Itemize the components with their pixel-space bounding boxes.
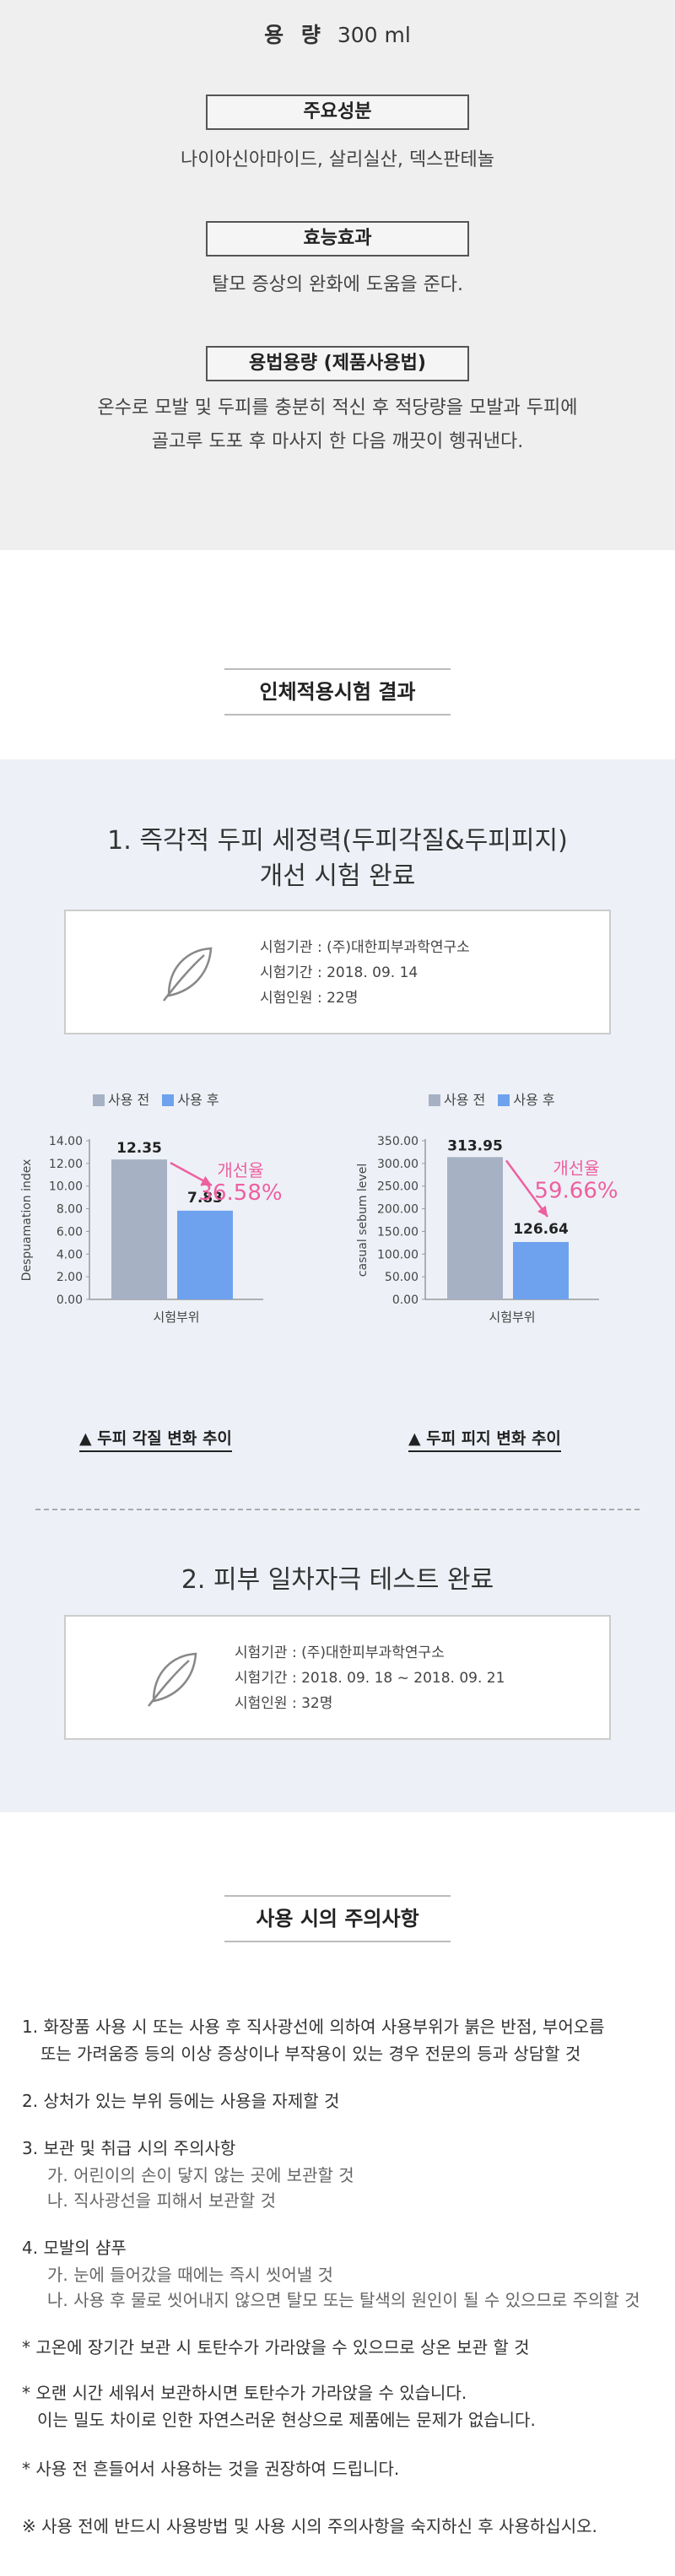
chart-sebum: casual sebum level 0.00 50.00 100.00 150.00 2…	[356, 1135, 618, 1325]
test-results-section: 1. 즉각적 두피 세정력(두피각질&두피피지) 개선 시험 완료 시험기관 :…	[0, 759, 675, 1812]
y-tick-label: 10.00	[49, 1180, 83, 1194]
caution-note-3: * 사용 전 흔들어서 사용하는 것을 권장하여 드립니다.	[22, 2459, 400, 2479]
chart2-caption: ▲ 두피 피지 변화 추이	[408, 1426, 561, 1452]
test2-info-box: 시험기관 : (주)대한피부과학연구소 시험기간 : 2018. 09. 18 …	[64, 1615, 611, 1740]
test1-details: 시험기관 : (주)대한피부과학연구소 시험기간 : 2018. 09. 14 …	[260, 935, 470, 1011]
leaf-icon	[148, 1652, 197, 1707]
ingredients-text: 나이아신아마이드, 살리실산, 덱스판테놀	[180, 149, 495, 170]
data-label-after: 7.83	[187, 1190, 223, 1207]
ingredients-label: 주요성분	[206, 95, 469, 130]
y-tick-label: 8.00	[57, 1203, 83, 1217]
y-tick-label: 0.00	[392, 1293, 418, 1307]
test2-people: 시험인원 : 32명	[235, 1695, 333, 1712]
y-tick-label: 0.00	[57, 1293, 83, 1307]
caution-item-4b: 나. 사용 후 물로 씻어내지 않으면 탈모 또는 탈색의 원인이 될 수 있으…	[47, 2290, 640, 2310]
product-info-section: 용 량 300 ml 주요성분 나이아신아마이드, 살리실산, 덱스판테놀 효능효…	[0, 0, 675, 550]
data-label-before: 12.35	[116, 1140, 162, 1157]
chart2-legend: 사용 전 사용 후	[429, 1088, 555, 1109]
legend-after-label: 사용 후	[177, 1092, 219, 1108]
y-tick-label: 14.00	[49, 1135, 83, 1148]
caution-item-2: 2. 상처가 있는 부위 등에는 사용을 자제할 것	[22, 2091, 340, 2111]
improvement-arrowhead	[200, 1175, 212, 1185]
test1-period: 시험기간 : 2018. 09. 14	[260, 964, 418, 981]
y-tick-label: 200.00	[377, 1203, 418, 1217]
bar-before	[111, 1159, 167, 1299]
improvement-arrow	[505, 1159, 549, 1218]
legend-after-swatch	[162, 1094, 175, 1106]
caution-note-2-line1: * 오랜 시간 세워서 보관하시면 토탄수가 가라앉을 수 있습니다.	[22, 2383, 467, 2403]
y-tick-label: 100.00	[377, 1248, 418, 1261]
test1-org: 시험기관 : (주)대한피부과학연구소	[260, 939, 470, 956]
test1-info-box: 시험기관 : (주)대한피부과학연구소 시험기간 : 2018. 09. 14 …	[64, 910, 611, 1034]
caution-item-3b: 나. 직사광선을 피해서 보관할 것	[47, 2190, 276, 2211]
caution-item-1-line2: 또는 가려움증 등의 이상 증상이나 부작용이 있는 경우 전문의 등과 상담할…	[40, 2044, 581, 2064]
y-tick-label: 250.00	[377, 1180, 418, 1194]
test1-people: 시험인원 : 22명	[260, 990, 359, 1007]
y-tick-label: 6.00	[57, 1225, 83, 1239]
efficacy-label: 효능효과	[206, 221, 469, 257]
improvement-value: 59.66%	[534, 1178, 618, 1203]
improvement-value: 36.58%	[198, 1180, 282, 1206]
y-axis-title: Despuamation index	[20, 1159, 34, 1282]
caution-final: ※ 사용 전에 반드시 사용방법 및 사용 시의 주의사항을 숙지하신 후 사용…	[22, 2516, 597, 2536]
usage-text-line2: 골고루 도포 후 마사지 한 다음 깨끗이 헹궈낸다.	[151, 431, 524, 452]
y-tick-label: 2.00	[57, 1271, 83, 1284]
y-tick-label: 300.00	[377, 1158, 418, 1171]
y-tick-label: 150.00	[377, 1225, 418, 1239]
dashed-divider	[35, 1509, 640, 1510]
legend-after-label: 사용 후	[513, 1092, 555, 1108]
legend-before-swatch	[93, 1094, 105, 1106]
improvement-arrowhead	[537, 1205, 548, 1217]
leaf-icon	[163, 947, 213, 1002]
chart1-legend: 사용 전 사용 후	[93, 1088, 219, 1109]
tests-heading: 인체적용시험 결과	[224, 668, 451, 716]
test2-org: 시험기관 : (주)대한피부과학연구소	[235, 1644, 445, 1661]
volume-value: 300 ml	[337, 23, 411, 47]
test1-title-line1: 1. 즉각적 두피 세정력(두피각질&두피피지)	[107, 826, 568, 856]
legend-after-swatch	[498, 1094, 510, 1106]
bar-after	[177, 1210, 233, 1299]
x-category-label: 시험부위	[153, 1310, 199, 1325]
efficacy-text: 탈모 증상의 완화에 도움을 준다.	[211, 274, 464, 295]
chart1-caption: ▲ 두피 각질 변화 추이	[79, 1426, 232, 1452]
y-tick-label: 350.00	[377, 1135, 418, 1148]
caution-item-3: 3. 보관 및 취급 시의 주의사항	[22, 2138, 236, 2158]
caution-item-1-line1: 1. 화장품 사용 시 또는 사용 후 직사광선에 의하여 사용부위가 붉은 반…	[22, 2017, 605, 2037]
usage-label: 용법용량 (제품사용법)	[206, 346, 469, 381]
test2-details: 시험기관 : (주)대한피부과학연구소 시험기간 : 2018. 09. 18 …	[235, 1640, 505, 1716]
caution-item-4: 4. 모발의 샴푸	[22, 2238, 127, 2258]
legend-before-label: 사용 전	[444, 1092, 486, 1108]
test2-period: 시험기간 : 2018. 09. 18 ~ 2018. 09. 21	[235, 1670, 505, 1687]
data-label-before: 313.95	[447, 1137, 503, 1154]
legend-before-label: 사용 전	[108, 1092, 150, 1108]
caution-item-4a: 가. 눈에 들어갔을 때에는 즉시 씻어낼 것	[47, 2265, 333, 2285]
improvement-label: 개선율	[553, 1158, 599, 1178]
y-axis-title: casual sebum level	[356, 1164, 370, 1277]
bar-before	[447, 1157, 503, 1299]
caution-note-2-line2: 이는 밀도 차이로 인한 자연스러운 현상으로 제품에는 문제가 없습니다.	[37, 2410, 536, 2430]
improvement-label: 개선율	[217, 1160, 263, 1180]
legend-before-swatch	[429, 1094, 440, 1106]
bar-after	[513, 1241, 569, 1299]
cautions-heading: 사용 시의 주의사항	[224, 1895, 451, 1942]
volume-key: 용 량	[264, 23, 326, 47]
data-label-after: 126.64	[513, 1221, 569, 1238]
x-category-label: 시험부위	[489, 1310, 535, 1325]
y-tick-label: 4.00	[57, 1248, 83, 1261]
caution-item-3a: 가. 어린이의 손이 닿지 않는 곳에 보관할 것	[47, 2165, 354, 2185]
test2-title: 2. 피부 일차자극 테스트 완료	[181, 1565, 494, 1595]
volume-line: 용 량 300 ml	[0, 19, 675, 49]
y-tick-label: 12.00	[49, 1158, 83, 1171]
caution-note-1: * 고온에 장기간 보관 시 토탄수가 가라앉을 수 있으므로 상온 보관 할 …	[22, 2337, 530, 2357]
usage-text-line1: 온수로 모발 및 두피를 충분히 적신 후 적당량을 모발과 두피에	[97, 397, 578, 419]
test1-title-line2: 개선 시험 완료	[259, 861, 416, 891]
chart-despuamation: Despuamation index 0.00 2.00 4.00 6.00 8.00 10…	[20, 1135, 283, 1325]
y-tick-label: 50.00	[385, 1271, 418, 1284]
